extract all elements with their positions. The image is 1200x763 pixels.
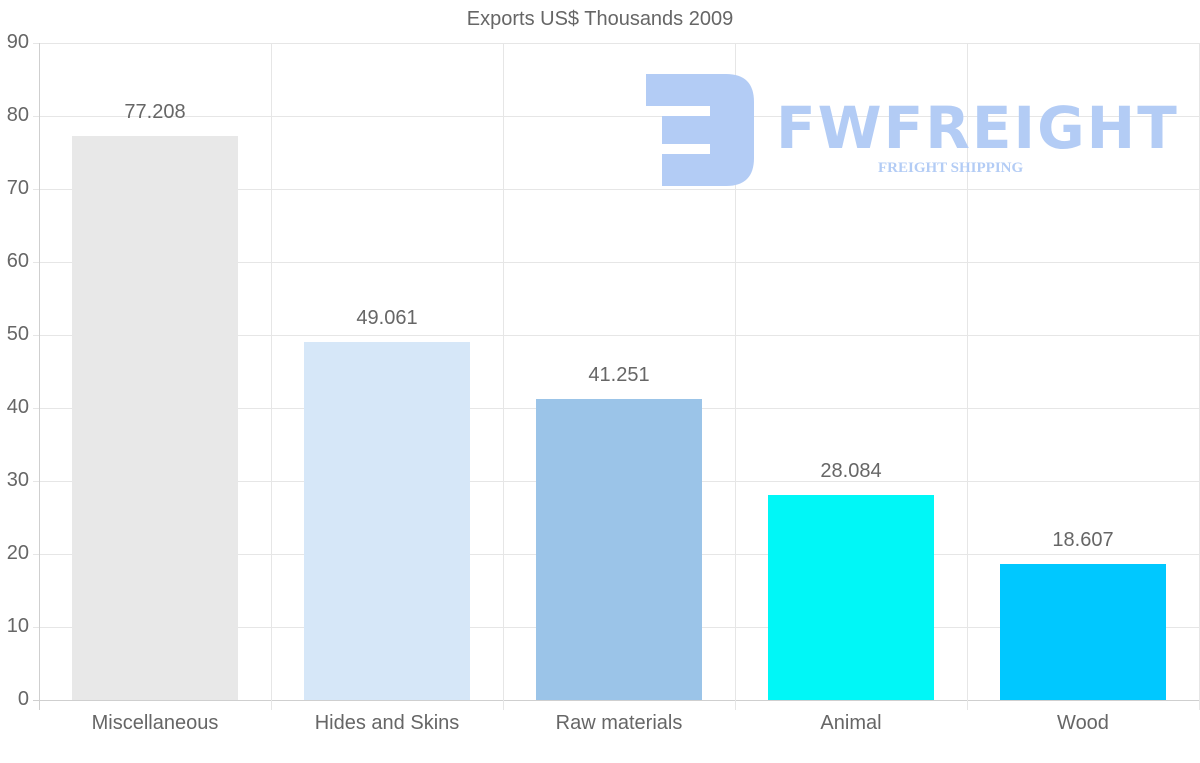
y-tick-label: 50 (6, 323, 29, 345)
bar-value-label: 49.061 (356, 306, 418, 329)
gridline-y (33, 189, 1200, 190)
y-tick-label: 10 (6, 615, 29, 637)
bar-hides-and-skins[interactable] (304, 341, 470, 700)
y-tick-label: 70 (6, 177, 29, 199)
gridline-y (33, 700, 1200, 701)
y-tick-label: 20 (6, 542, 29, 564)
y-tick-label: 40 (6, 396, 29, 418)
gridline-x (503, 43, 504, 710)
bar-raw-materials[interactable] (536, 398, 702, 700)
bar-value-label: 77.208 (124, 101, 186, 124)
y-tick-label: 60 (6, 250, 29, 272)
x-tick-label: Animal (820, 712, 882, 734)
gridline-y (33, 335, 1200, 336)
bar-wood[interactable] (1000, 564, 1166, 700)
x-tick-label: Raw materials (555, 712, 683, 734)
gridline-x (735, 43, 736, 710)
bar-value-label: 28.084 (820, 459, 882, 482)
chart-title: Exports US$ Thousands 2009 (466, 8, 734, 30)
plot-area: 90 80 70 60 50 40 30 20 10 0 77.208 49.061 41.251 28.… (7, 32, 1200, 710)
gridline-x (967, 43, 968, 710)
bar-miscellaneous[interactable] (72, 136, 238, 700)
watermark-brand: FWFREIGHT (776, 94, 1179, 162)
y-tick-label: 90 (6, 31, 29, 53)
gridline-x (271, 43, 272, 710)
y-tick-label: 30 (6, 469, 29, 491)
gridline-y (33, 116, 1200, 117)
x-tick-label: Miscellaneous (91, 712, 219, 734)
gridline-y (33, 43, 1200, 44)
y-tick-label: 80 (6, 104, 29, 126)
gridline-y (33, 262, 1200, 263)
fw-logo-icon (646, 74, 754, 186)
watermark-logo: FWFREIGHT FREIGHT SHIPPING (646, 74, 1177, 186)
y-tick-label: 0 (17, 688, 29, 710)
x-tick-label: Hides and Skins (314, 712, 460, 734)
bar-value-label: 18.607 (1052, 529, 1114, 552)
bar-value-label: 41.251 (588, 363, 650, 386)
watermark-tagline: FREIGHT SHIPPING (878, 160, 1024, 176)
x-tick-label: Wood (1057, 712, 1109, 734)
y-axis-line (39, 43, 40, 710)
bar-animal[interactable] (768, 494, 934, 700)
